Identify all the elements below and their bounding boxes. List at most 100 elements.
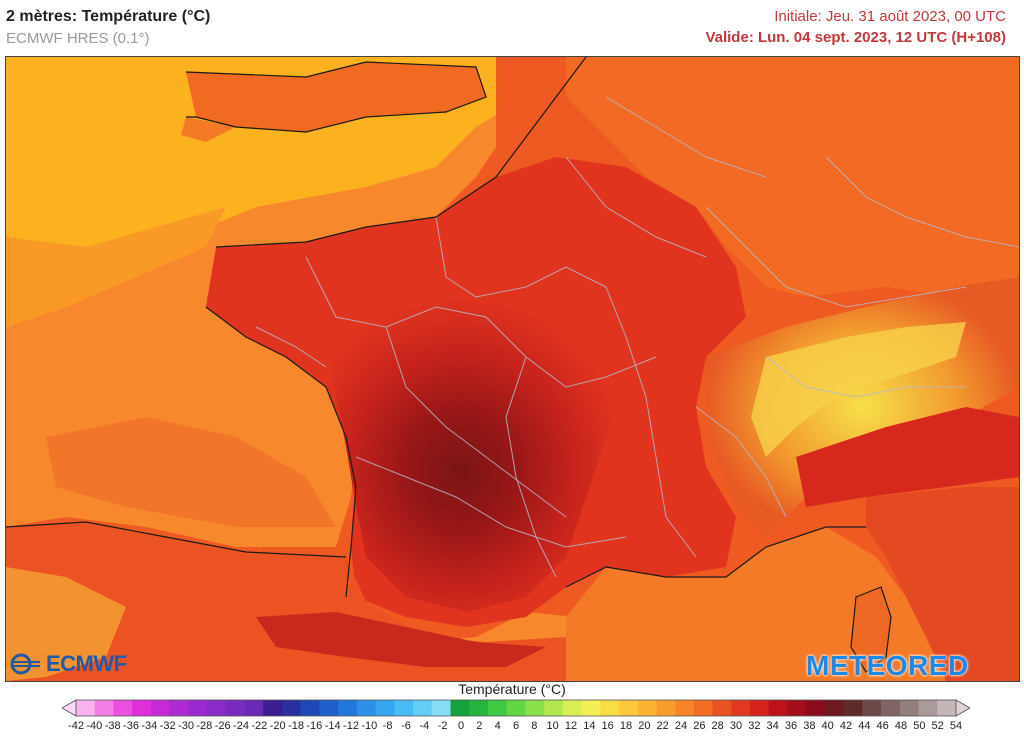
legend-swatch <box>637 700 657 716</box>
legend-swatch <box>413 700 433 716</box>
legend-swatch <box>806 700 826 716</box>
legend-swatch <box>469 700 489 716</box>
legend-tick-label: -2 <box>437 720 448 732</box>
legend-swatch <box>787 700 807 716</box>
map-title: 2 mètres: Température (°C) <box>6 8 211 25</box>
admin-borders <box>255 96 1019 578</box>
legend-swatch <box>562 700 583 716</box>
legend-swatch <box>899 700 920 716</box>
legend-swatch <box>375 700 395 716</box>
legend-swatch <box>862 700 882 716</box>
coastline <box>6 57 892 673</box>
legend-swatch <box>132 700 152 716</box>
legend-tick-label: 22 <box>656 720 669 732</box>
legend-tick-label: 12 <box>564 720 578 732</box>
legend-tick-label: 2 <box>476 720 483 732</box>
legend-tick-label: -34 <box>141 720 158 732</box>
legend-tick-label: 0 <box>457 720 465 732</box>
legend-swatch <box>225 700 246 716</box>
england <box>186 62 486 132</box>
legend-tick-label: 36 <box>784 720 798 732</box>
legend-swatch <box>881 700 901 716</box>
legend-swatch <box>394 700 414 716</box>
legend-tick-label: -28 <box>196 720 213 732</box>
italy <box>866 487 1019 681</box>
legend-swatch <box>843 700 863 716</box>
legend-tick-label: -16 <box>306 720 323 732</box>
legend-swatch <box>937 700 957 716</box>
legend-tick-label: 32 <box>748 720 761 732</box>
legend-tick-label: -36 <box>123 720 139 732</box>
legend-swatch <box>600 700 620 716</box>
legend-tick-label: -24 <box>233 720 249 732</box>
legend-tick-label: -40 <box>86 720 103 732</box>
legend-tick-label: 38 <box>803 720 816 732</box>
legend-swatch <box>94 700 114 716</box>
legend-tick-label: -30 <box>178 720 194 732</box>
biscay-lobe <box>46 417 336 527</box>
legend-swatch <box>300 700 320 716</box>
legend-tick-label: 54 <box>949 720 963 732</box>
legend-swatch <box>450 700 470 716</box>
legend-swatch <box>76 700 96 716</box>
legend-swatch <box>338 700 358 716</box>
legend-tick-label: -14 <box>324 720 341 732</box>
color-legend-bar <box>62 699 970 717</box>
legend-tick-label: -12 <box>343 720 359 732</box>
legend-swatch <box>487 700 508 716</box>
legend-tick-label: -8 <box>382 720 393 732</box>
legend-tick-label: 20 <box>638 720 651 732</box>
legend-swatch <box>431 700 451 716</box>
legend-swatch <box>918 700 938 716</box>
valid-time: Valide: Lun. 04 sept. 2023, 12 UTC (H+10… <box>705 29 1006 46</box>
legend-swatch <box>506 700 526 716</box>
legend-tick-label: -38 <box>104 720 121 732</box>
ecmwf-logo: ECMWF <box>10 651 127 676</box>
legend-tick-label: -42 <box>68 720 84 732</box>
legend-swatch <box>525 700 545 716</box>
legend-tick-label: 28 <box>711 720 724 732</box>
legend-tick-label: 18 <box>619 720 633 732</box>
legend-swatch <box>731 700 751 716</box>
legend-swatch <box>356 700 377 716</box>
map-header-left: 2 mètres: Température (°C) ECMWF HRES (0… <box>6 8 210 47</box>
legend-tick-label: 8 <box>531 720 538 732</box>
legend-swatch <box>150 700 171 716</box>
corsica <box>851 587 891 672</box>
temperature-map[interactable] <box>5 56 1020 682</box>
legend-swatch <box>263 700 283 716</box>
legend-tick-label: -26 <box>214 720 231 732</box>
map-header-right: Initiale: Jeu. 31 août 2023, 00 UTC Vali… <box>705 8 1006 46</box>
map-canvas <box>6 57 1019 681</box>
legend-swatch <box>281 700 302 716</box>
ecmwf-icon <box>10 653 40 675</box>
alps-peaks <box>751 322 966 457</box>
legend-tick-label: 48 <box>894 720 908 732</box>
initial-time: Initiale: Jeu. 31 août 2023, 00 UTC <box>774 8 1006 25</box>
legend-tick-label: -20 <box>269 720 286 732</box>
legend-swatch <box>693 700 714 716</box>
pyrenees <box>256 612 546 667</box>
legend-tick-label: -22 <box>251 720 268 732</box>
legend-tick-label: 34 <box>766 720 779 732</box>
legend-swatch <box>675 700 695 716</box>
legend-tick-label: 24 <box>674 720 688 732</box>
legend-swatch <box>113 700 133 716</box>
legend-tick-label: -18 <box>288 720 304 732</box>
legend-tick-label: 6 <box>512 720 520 732</box>
legend-arrow-low <box>62 699 77 717</box>
germany-region <box>566 57 1019 297</box>
legend-tick-label: 46 <box>876 720 889 732</box>
legend-swatch <box>712 700 732 716</box>
ecmwf-logo-text: ECMWF <box>46 651 127 676</box>
legend-swatch <box>244 700 264 716</box>
legend-tick-label: 30 <box>729 720 743 732</box>
legend-swatch <box>188 700 208 716</box>
legend-swatch <box>169 700 189 716</box>
legend-tick-label: -6 <box>401 720 411 732</box>
legend-title: Température (°C) <box>458 681 566 697</box>
legend-tick-label: 14 <box>583 720 596 732</box>
po-valley <box>796 407 1019 507</box>
legend-swatch <box>824 700 845 716</box>
legend-tick-label: 10 <box>546 720 559 732</box>
